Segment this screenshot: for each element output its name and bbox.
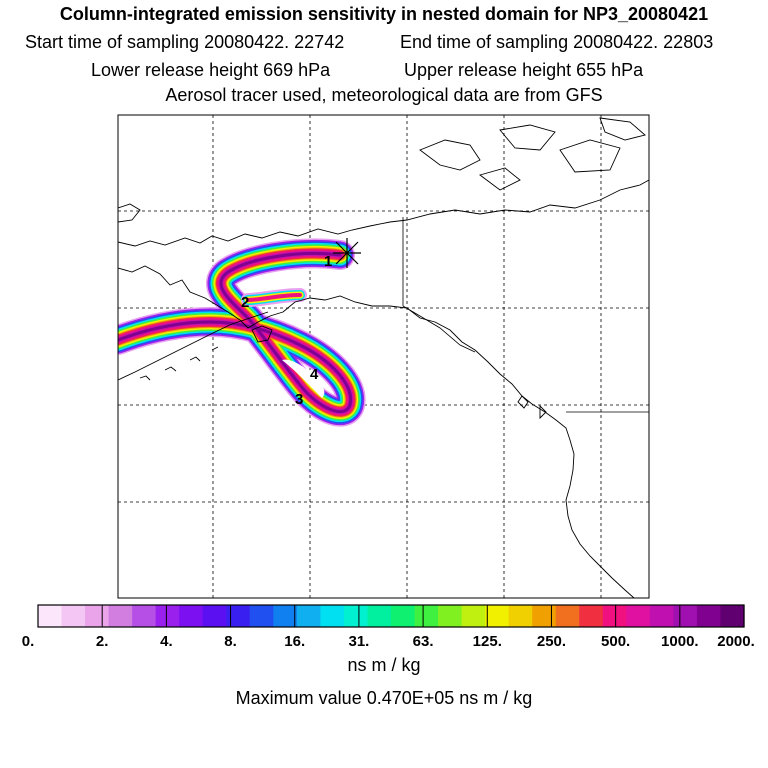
upper-release-label: Upper release height 655 hPa [404,60,644,80]
colorbar-tick-label: 0. [21,633,35,650]
colorbar-cell [649,605,674,627]
colorbar-frame [37,604,745,628]
colorbar-cell [579,605,604,627]
colorbar-tick-label: 500. [601,633,631,650]
colorbar-cell [367,605,392,627]
colorbar-cell [485,605,510,627]
release-point-marker [333,238,361,268]
colorbar-cell [626,605,651,627]
plume-band [118,252,353,414]
coastlines [118,117,649,598]
colorbar-cell [296,605,321,627]
colorbar-cell [720,605,745,627]
colorbar-cell [343,605,369,627]
colorbar-cell [414,605,439,627]
colorbar-cell [249,605,274,627]
alaska-panhandle-border [402,305,476,353]
colorbar-cell [555,605,580,627]
colorbar-cell [532,605,557,627]
plume-branch [246,293,302,302]
emission-sensitivity-plume [118,238,366,427]
colorbar-tick-label: 63. [412,633,434,650]
colorbar-tick-label: 1000. [661,633,699,650]
trajectory-label-1: 1 [324,253,332,270]
start-time-label: Start time of sampling 20080422. 22742 [25,32,345,52]
trajectory-label-4: 4 [310,366,319,383]
lower-release-label: Lower release height 669 hPa [91,60,331,80]
colorbar-tick-label: 16. [284,633,306,650]
trajectory-label-3: 3 [295,391,303,408]
colorbar-cell [155,605,180,627]
colorbar-cell [273,605,298,627]
plume-loop-interior [282,359,325,398]
maximum-value-label: Maximum value 0.470E+05 ns m / kg [235,688,533,708]
figure-title: Column-integrated emission sensitivity i… [59,4,709,24]
colorbar-cell [438,605,463,627]
colorbar-cell [226,605,251,627]
colorbar-cell [61,605,86,627]
colorbar-cell [85,605,110,627]
graticule [118,115,649,598]
colorbar-cell [673,605,698,627]
colorbar-tick-label: 2000. [717,633,755,650]
tracer-note: Aerosol tracer used, meteorological data… [165,85,603,105]
colorbar-cell [461,605,486,627]
trajectory-labels: 1 2 3 4 [241,253,332,408]
colorbar-cell [179,605,204,627]
colorbar-tick-label: 125. [472,633,502,650]
colorbar-cell [602,605,627,627]
colorbar-cell [508,605,533,627]
borders [402,217,649,413]
colorbar-units: ns m / kg [347,655,421,675]
map-frame [117,114,650,599]
colorbar-cell [696,605,722,627]
colorbar-tick-label: 8. [224,633,237,650]
colorbar-tick-label: 250. [536,633,567,650]
trajectory-label-2: 2 [241,294,249,311]
colorbar-tick-label: 4. [160,633,173,650]
colorbar-tick-label: 2. [95,633,109,650]
colorbar-cell [108,605,133,627]
colorbar-cell [38,605,63,627]
map-background [118,115,649,598]
colorbar-cell [391,605,416,627]
colorbar-tick-label: 31. [348,633,370,650]
colorbar-cell [132,605,157,627]
end-time-label: End time of sampling 20080422. 22803 [400,32,714,52]
colorbar-cell [202,605,227,627]
colorbar-cell [320,605,345,627]
